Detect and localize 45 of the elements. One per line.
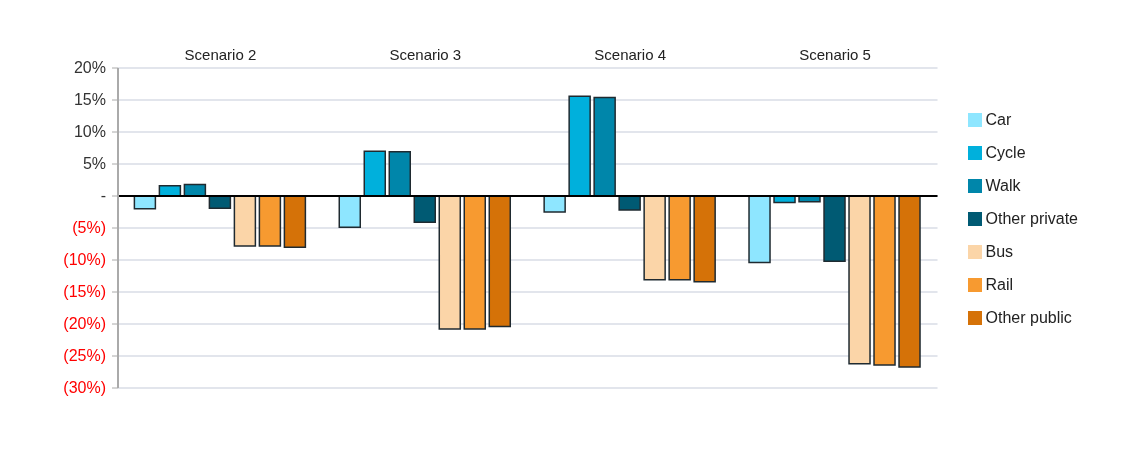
bar xyxy=(568,95,591,197)
bar xyxy=(413,195,437,223)
x-tick-label: Scenario 2 xyxy=(184,46,257,63)
x-tick-label: Scenario 4 xyxy=(594,46,667,63)
bar xyxy=(668,195,691,281)
y-tick-label: (25%) xyxy=(63,347,106,364)
y-tick-label: (15%) xyxy=(63,283,106,300)
bar xyxy=(848,195,871,365)
legend-label: Car xyxy=(985,110,1012,128)
legend-label: Other private xyxy=(985,209,1078,227)
legend-label: Walk xyxy=(985,176,1021,194)
bar xyxy=(438,195,462,330)
y-tick-label: (5%) xyxy=(72,219,106,236)
bar xyxy=(388,151,412,197)
bar xyxy=(283,195,307,248)
legend-label: Rail xyxy=(985,275,1014,293)
y-tick-label: 10% xyxy=(73,123,106,140)
y-tick-label: 20% xyxy=(73,59,106,76)
y-tick-label: (20%) xyxy=(63,315,106,332)
bar xyxy=(643,195,666,281)
bar xyxy=(873,195,896,366)
legend-label: Other public xyxy=(985,308,1072,326)
x-tick-label: Scenario 5 xyxy=(799,46,871,63)
bar xyxy=(748,195,771,264)
bar xyxy=(338,195,362,229)
bar xyxy=(488,195,512,328)
bar xyxy=(543,195,566,213)
y-tick-label: - xyxy=(100,187,106,204)
bar xyxy=(258,195,282,247)
bar xyxy=(133,195,157,210)
y-tick-label: (30%) xyxy=(63,379,106,396)
y-tick-label: 15% xyxy=(73,91,106,108)
legend-label: Bus xyxy=(985,242,1014,260)
bar xyxy=(463,195,487,330)
y-tick-label: (10%) xyxy=(63,251,106,268)
y-tick-label: 5% xyxy=(82,155,106,172)
bar xyxy=(363,150,387,197)
bar xyxy=(233,195,257,247)
bar xyxy=(693,195,716,283)
bar xyxy=(823,195,846,263)
x-tick-label: Scenario 3 xyxy=(389,46,462,63)
bar xyxy=(898,195,921,368)
bar xyxy=(593,96,616,197)
bar xyxy=(618,195,641,211)
legend-label: Cycle xyxy=(985,143,1026,161)
